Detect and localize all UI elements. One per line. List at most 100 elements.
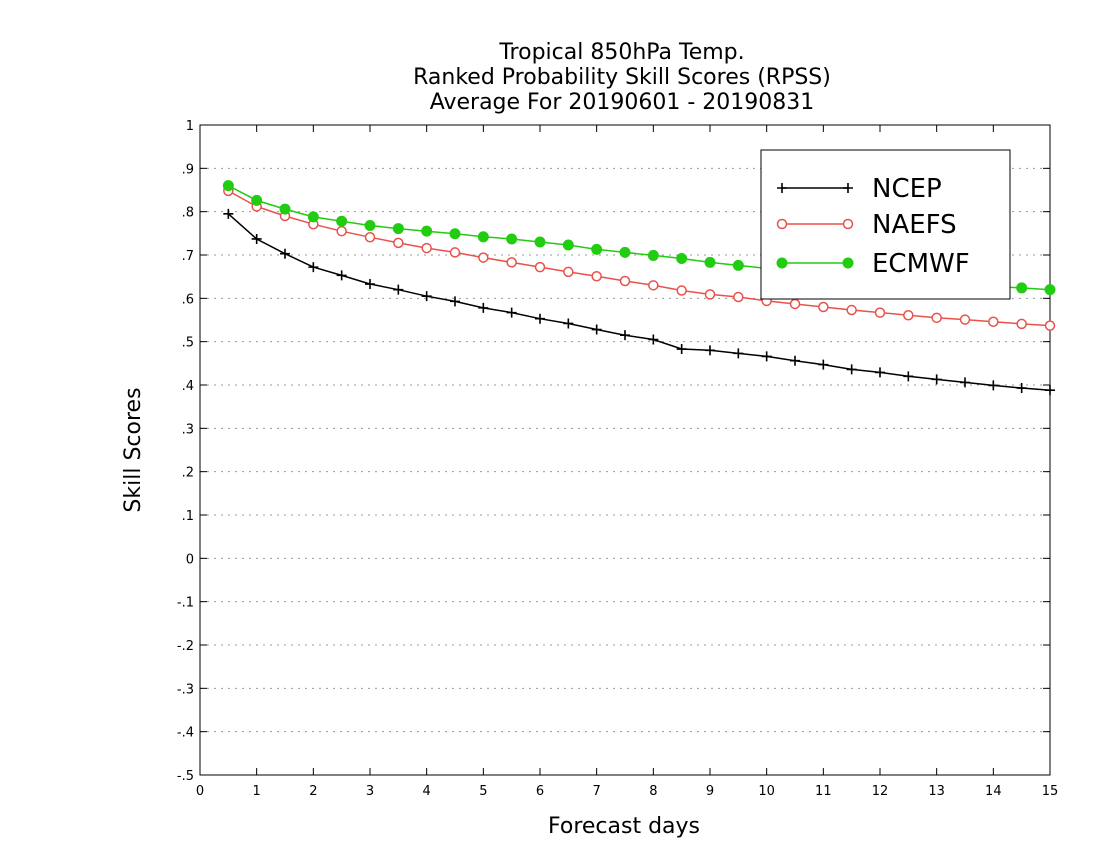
y-tick-label: -.3 — [177, 682, 194, 697]
data-point-ncep — [1016, 383, 1027, 394]
data-point-naefs — [931, 312, 942, 324]
data-point-naefs — [648, 280, 659, 291]
legend-marker — [842, 218, 854, 230]
data-point-ecmwf — [704, 256, 716, 268]
y-tick-label: -.2 — [177, 639, 194, 654]
series-layer — [222, 180, 1056, 396]
legend-item-naefs: NAEFS — [776, 210, 957, 240]
y-tick-label: .6 — [182, 292, 194, 307]
data-point-ncep — [336, 270, 347, 281]
data-point-ncep — [478, 302, 489, 313]
data-point-ecmwf — [449, 228, 461, 240]
x-tick-label: 13 — [928, 784, 945, 799]
y-tick-label: .9 — [182, 162, 194, 177]
data-point-naefs — [336, 225, 347, 237]
x-tick-label: 4 — [423, 784, 431, 799]
data-point-ecmwf — [392, 223, 404, 235]
data-point-ncep — [620, 330, 630, 341]
data-point-ncep — [903, 371, 914, 382]
y-tick-label: -.1 — [177, 596, 194, 611]
data-point-ncep — [818, 359, 829, 370]
y-tick-label: .3 — [182, 422, 194, 437]
data-point-naefs — [563, 266, 574, 278]
y-tick-label: .5 — [182, 336, 194, 351]
x-tick-label: 11 — [815, 784, 832, 799]
x-axis-label: Forecast days — [548, 814, 700, 839]
series-ncep — [223, 208, 1055, 396]
legend: NCEP NAEFS ECMWF — [760, 149, 1011, 300]
y-tick-label: .2 — [182, 466, 194, 481]
data-point-ecmwf — [222, 180, 234, 192]
x-tick-labels: 0 1 2 3 4 5 6 7 8 9 10 11 12 13 14 15 — [196, 784, 1058, 799]
data-point-ecmwf — [1044, 284, 1056, 296]
data-point-ncep — [733, 348, 744, 359]
data-point-naefs — [591, 270, 602, 282]
y-axis-label: Skill Scores — [121, 387, 146, 512]
legend-label-ncep: NCEP — [872, 174, 942, 204]
data-point-ncep — [535, 313, 545, 324]
data-point-naefs — [903, 309, 914, 321]
legend-marker — [776, 257, 788, 269]
data-point-naefs — [1016, 318, 1027, 330]
data-point-ncep — [875, 367, 885, 378]
data-point-naefs — [534, 261, 546, 273]
data-point-naefs — [1044, 320, 1056, 331]
data-point-ncep — [393, 284, 404, 295]
data-point-ncep — [846, 364, 857, 375]
data-point-ncep — [648, 334, 659, 345]
data-point-ncep — [705, 345, 715, 356]
x-tick-label: 6 — [536, 784, 544, 799]
data-point-naefs — [449, 247, 461, 258]
x-tick-label: 3 — [366, 784, 374, 799]
data-point-ecmwf — [1016, 282, 1028, 294]
x-tick-label: 5 — [479, 784, 487, 799]
y-tick-label: .4 — [182, 379, 194, 394]
data-point-ncep — [223, 208, 234, 219]
legend-marker — [776, 218, 788, 230]
data-point-ncep — [563, 318, 574, 329]
data-point-naefs — [988, 316, 999, 327]
y-tick-label: .7 — [182, 249, 194, 264]
data-point-naefs — [506, 257, 517, 268]
data-point-naefs — [846, 304, 857, 316]
data-point-ecmwf — [647, 249, 659, 261]
data-point-ncep — [421, 291, 432, 302]
data-point-ncep — [308, 262, 319, 273]
y-tick-label: 0 — [186, 552, 194, 567]
data-point-naefs — [733, 291, 744, 303]
x-tick-label: 10 — [758, 784, 775, 799]
x-tick-label: 7 — [593, 784, 601, 799]
data-point-ncep — [506, 307, 517, 318]
legend-item-ecmwf: ECMWF — [776, 249, 970, 279]
data-point-naefs — [874, 307, 886, 318]
legend-marker — [777, 183, 787, 193]
x-tick-label: 8 — [649, 784, 657, 799]
legend-marker — [843, 183, 853, 193]
y-tick-label: .8 — [182, 206, 194, 221]
data-point-ecmwf — [477, 231, 489, 243]
data-point-ecmwf — [364, 220, 376, 232]
data-point-ncep — [676, 344, 687, 355]
axis-ticks — [199, 124, 1051, 776]
plot-frame — [199, 124, 1051, 776]
y-tick-label: -.4 — [177, 726, 194, 741]
y-tick-label: .1 — [182, 509, 194, 524]
data-point-ecmwf — [732, 259, 744, 271]
data-point-naefs — [421, 242, 432, 254]
data-point-ecmwf — [506, 233, 518, 245]
data-point-ncep — [931, 374, 942, 385]
data-point-ecmwf — [336, 215, 348, 227]
data-point-ncep — [761, 351, 772, 362]
data-point-ncep — [960, 377, 970, 388]
data-point-naefs — [789, 298, 801, 310]
data-point-naefs — [959, 314, 971, 325]
data-point-ncep — [591, 324, 602, 335]
data-point-ecmwf — [534, 236, 546, 248]
y-tick-labels: -.5 -.4 -.3 -.2 -.1 0 .1 .2 .3 .4 .5 .6 .7 .8 .9 1 — [177, 119, 194, 784]
legend-label-ecmwf: ECMWF — [872, 249, 970, 279]
y-tick-label: 1 — [186, 119, 194, 134]
x-tick-label: 0 — [196, 784, 204, 799]
data-point-ncep — [450, 296, 460, 307]
data-point-ecmwf — [619, 246, 631, 258]
